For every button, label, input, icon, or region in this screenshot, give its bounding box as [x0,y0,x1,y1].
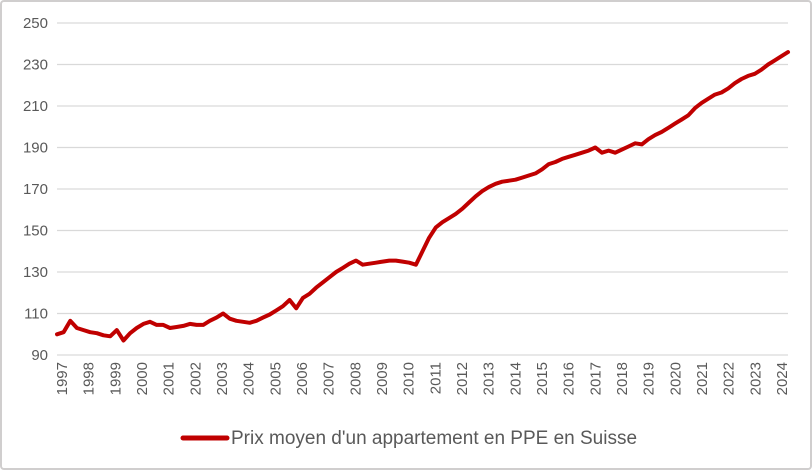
x-tick-label: 2009 [374,362,391,395]
y-tick-label: 110 [24,306,48,323]
x-tick-label: 1998 [81,362,98,395]
x-tick-label: 2024 [774,362,791,395]
y-tick-label: 150 [23,223,48,240]
x-tick-label: 2015 [534,362,551,395]
x-tick-label: 2003 [214,362,231,395]
x-tick-label: 2019 [641,362,658,395]
x-tick-label: 2010 [401,362,418,395]
x-tick-label: 2005 [267,362,284,395]
x-tick-label: 2004 [241,362,258,395]
x-tick-label: 2017 [587,362,604,395]
x-tick-label: 2023 [747,362,764,395]
x-tick-label: 2000 [134,362,151,395]
x-tick-label: 1999 [107,362,124,395]
y-tick-label: 130 [23,264,48,281]
y-tick-label: 230 [23,57,48,74]
y-gridlines [57,22,788,356]
x-tick-label: 2006 [294,362,311,395]
legend-label: Prix moyen d'un appartement en PPE en Su… [231,428,637,449]
x-tick-label: 2007 [321,362,338,395]
x-tick-label: 2013 [481,362,498,395]
x-tick-label: 2016 [561,362,578,395]
y-tick-label: 210 [23,98,48,115]
legend: Prix moyen d'un appartement en PPE en Su… [180,428,637,449]
y-tick-label: 190 [23,140,48,157]
x-tick-label: 2002 [187,362,204,395]
y-tick-label: 250 [23,15,48,32]
price-line [55,50,790,343]
x-tick-label: 2012 [454,362,471,395]
x-tick-label: 2001 [161,362,178,395]
x-axis-labels: 1997 1998 1999 2000 2001 2002 2003 2004 2005 2006… [54,362,791,395]
x-tick-label: 2011 [427,362,444,394]
x-tick-label: 2022 [721,362,738,395]
x-tick-label: 2021 [694,362,711,395]
x-tick-label: 2008 [347,362,364,395]
x-tick-label: 2014 [507,362,524,395]
x-tick-label: 2020 [667,362,684,395]
y-tick-label: 170 [23,181,48,198]
y-axis-labels: 90 110 130 150 170 190 210 230 250 [23,15,48,364]
x-tick-label: 1997 [54,362,71,395]
x-tick-label: 2018 [614,362,631,395]
y-tick-label: 90 [31,347,48,364]
